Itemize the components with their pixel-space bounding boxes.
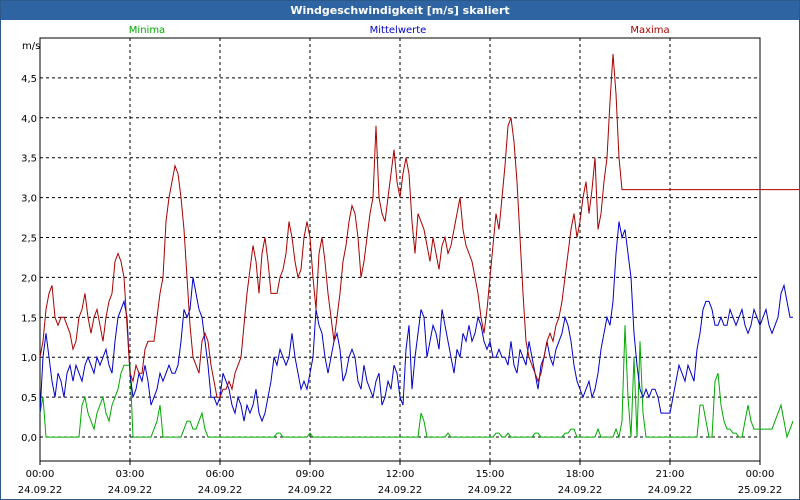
x-tick-date-label: 24.09.22	[288, 485, 333, 496]
series-line-maxima	[39, 53, 799, 398]
y-tick-label: 1,5	[21, 313, 37, 324]
x-tick-time-label: 03:00	[116, 469, 145, 480]
legend: Minima Mittelwerte Maxima	[129, 25, 670, 36]
x-tick-time-label: 18:00	[566, 469, 595, 480]
y-tick-label: 4,5	[21, 74, 37, 85]
x-tick-date-label: 24.09.22	[378, 485, 423, 496]
y-axis-unit-label: m/s	[22, 41, 40, 52]
x-tick-time-label: 21:00	[656, 469, 685, 480]
y-tick-label: 2,5	[21, 234, 37, 245]
series-layer	[39, 53, 799, 439]
x-tick-time-label: 15:00	[476, 469, 505, 480]
y-tick-label: 0,5	[21, 393, 37, 404]
legend-label-mittelwerte: Mittelwerte	[370, 25, 427, 36]
x-tick-date-label: 25.09.22	[738, 485, 783, 496]
legend-label-minima: Minima	[129, 25, 165, 36]
y-tick-label: 4,0	[21, 114, 37, 125]
x-tick-date-label: 24.09.22	[468, 485, 513, 496]
y-tick-label: 3,5	[21, 154, 37, 165]
grid-lines	[40, 38, 760, 461]
x-tick-time-label: 12:00	[386, 469, 415, 480]
x-tick-date-label: 24.09.22	[558, 485, 603, 496]
y-tick-label: 1,0	[21, 353, 37, 364]
x-tick-time-label: 06:00	[206, 469, 235, 480]
window-title: Windgeschwindigkeit [m/s] skaliert	[1, 1, 799, 20]
x-tick-date-label: 24.09.22	[18, 485, 63, 496]
plot-frame	[39, 37, 761, 462]
x-tick-date-label: 24.09.22	[108, 485, 153, 496]
series-line-minima	[39, 325, 794, 439]
y-tick-label: 2,0	[21, 273, 37, 284]
x-tick-time-label: 00:00	[26, 469, 55, 480]
axes: 0,0 0,5 1,0 1,5 2,0 2,5 3,0 3,5 4,0 4,5 m/s 00:00 24…	[18, 37, 783, 496]
x-tick-time-label: 09:00	[296, 469, 325, 480]
x-tick-time-label: 00:00	[746, 469, 775, 480]
legend-label-maxima: Maxima	[630, 25, 669, 36]
y-tick-label: 0,0	[21, 433, 37, 444]
x-tick-date-label: 24.09.22	[648, 485, 693, 496]
series-line-mittelwerte	[39, 221, 793, 423]
y-tick-label: 3,0	[21, 194, 37, 205]
x-tick-date-label: 24.09.22	[198, 485, 243, 496]
